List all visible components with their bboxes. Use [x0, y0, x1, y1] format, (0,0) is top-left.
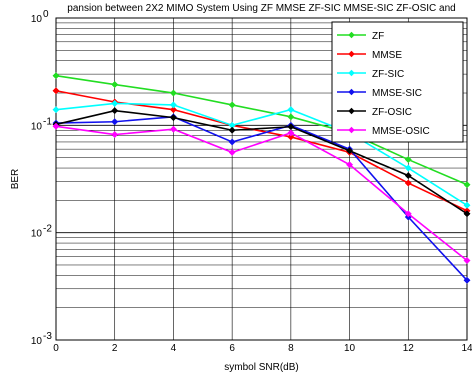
data-point-mmse-sic — [228, 138, 236, 146]
y-tick-label: 10 — [31, 14, 43, 25]
data-point-zf-sic — [404, 164, 412, 172]
y-tick-exponent: -2 — [43, 224, 52, 235]
data-point-zf-osic — [228, 126, 236, 134]
legend-label-zf: ZF — [372, 31, 384, 42]
series-line-zf-osic — [55, 109, 468, 215]
legend-label-mmse-osic: MMSE-OSIC — [372, 126, 430, 137]
data-point-zf-sic — [287, 106, 295, 114]
data-point-zf — [404, 155, 412, 164]
data-point-mmse — [404, 179, 412, 187]
y-tick-label: 10 — [31, 336, 43, 347]
x-tick-label: 2 — [112, 343, 118, 354]
data-point-zf-osic — [111, 107, 119, 115]
x-tick-label: 4 — [171, 343, 177, 354]
data-point-zf-osic — [404, 172, 412, 180]
data-point-mmse — [52, 87, 60, 95]
data-point-mmse — [287, 133, 295, 141]
data-point-zf-sic — [463, 201, 471, 209]
data-point-zf-osic — [346, 147, 354, 155]
data-point-mmse-osic — [287, 129, 295, 137]
legend-marker-zf — [348, 31, 355, 39]
data-point-zf-osic — [463, 210, 471, 218]
data-point-mmse-sic — [111, 118, 119, 126]
legend-marker-mmse-osic — [348, 126, 355, 134]
data-point-zf-sic — [111, 99, 119, 107]
y-tick-label: 10 — [31, 121, 43, 132]
y-axis-label: BER — [10, 169, 21, 190]
y-tick-exponent: -1 — [43, 116, 52, 127]
data-point-zf — [463, 181, 471, 189]
x-tick-label: 10 — [344, 343, 356, 354]
x-tick-label: 14 — [461, 343, 472, 354]
x-tick-label: 6 — [229, 343, 235, 354]
legend-label-mmse: MMSE — [372, 50, 402, 61]
legend-marker-mmse — [348, 50, 355, 58]
data-point-mmse-osic — [346, 161, 354, 169]
series-line-zf — [55, 74, 468, 186]
data-point-zf — [287, 113, 295, 121]
legend: ZF MMSE ZF-SIC MMSE-SIC ZF-OSIC MMSE-OSIC — [331, 21, 464, 143]
data-point-mmse-osic — [169, 125, 177, 133]
legend-marker-zf-osic — [348, 107, 355, 115]
legend-label-mmse-sic: MMSE-SIC — [372, 88, 422, 99]
data-point-zf — [52, 72, 60, 80]
legend-label-zf-sic: ZF-SIC — [372, 69, 404, 80]
legend-marker-mmse-sic — [348, 88, 355, 96]
series-line-zf-sic — [55, 102, 468, 206]
legend-box — [331, 21, 464, 143]
data-point-zf — [228, 101, 236, 109]
legend-marker-zf-sic — [348, 69, 355, 77]
data-point-mmse-osic — [463, 256, 471, 265]
y-tick-exponent: -3 — [43, 331, 52, 342]
x-tick-label: 0 — [53, 343, 59, 354]
x-tick-label: 12 — [403, 343, 415, 354]
data-point-mmse-sic — [463, 276, 471, 284]
y-tick-label: 10 — [31, 229, 43, 240]
series-line-mmse-osic — [55, 125, 468, 262]
data-point-mmse-osic — [228, 148, 236, 156]
series-group — [52, 72, 471, 284]
data-point-zf-sic — [169, 101, 177, 109]
legend-label-zf-osic: ZF-OSIC — [372, 107, 412, 118]
data-point-mmse-osic — [52, 122, 60, 130]
data-point-mmse — [169, 106, 177, 114]
x-axis-label: symbol SNR(dB) — [224, 362, 298, 373]
chart-title: pansion between 2X2 MIMO System Using ZF… — [67, 3, 455, 14]
data-point-zf — [111, 80, 119, 89]
x-tick-label: 8 — [288, 343, 294, 354]
plot-frame — [55, 17, 468, 341]
data-point-mmse-osic — [404, 210, 412, 218]
x-axis-ticks: 0 2 4 6 8 10 12 14 — [53, 343, 472, 354]
data-point-zf-osic — [169, 114, 177, 122]
data-point-zf — [169, 89, 177, 97]
data-point-zf-sic — [52, 106, 60, 114]
data-point-mmse-osic — [111, 131, 119, 139]
y-tick-exponent: 0 — [43, 9, 49, 20]
